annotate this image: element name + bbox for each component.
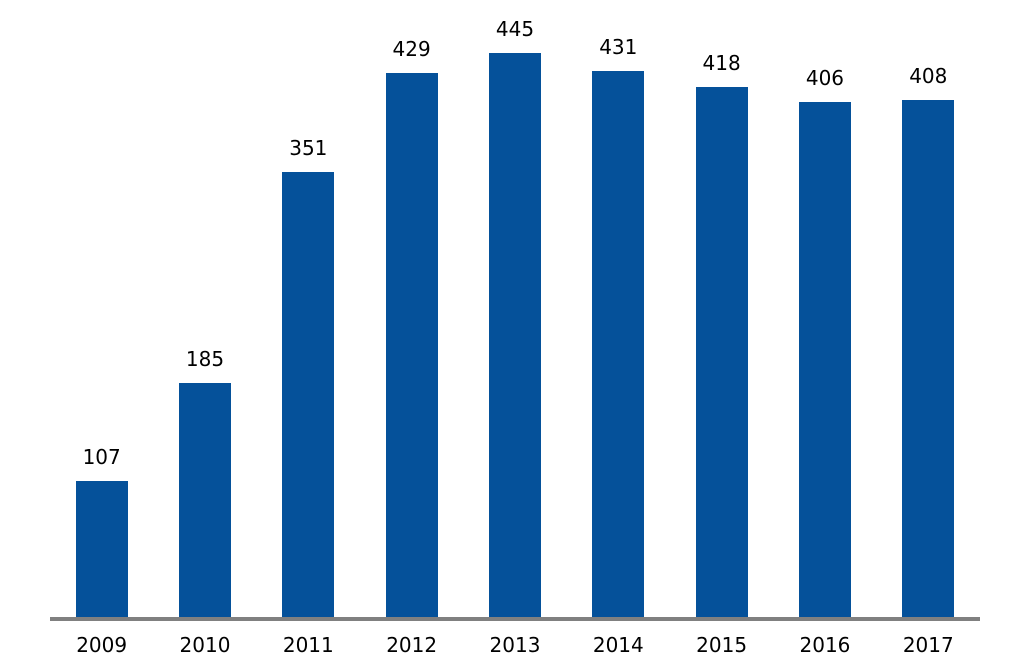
- bar: [798, 102, 851, 617]
- bar: [902, 99, 955, 617]
- bar: [488, 53, 541, 617]
- bar: [385, 73, 438, 617]
- bar-value-label: 406: [805, 66, 845, 91]
- bar-value-label: 185: [185, 346, 225, 371]
- x-axis-tick-label: 2012: [386, 633, 438, 657]
- plot-area: 107 185 351 429 445 431 418 406 408: [50, 0, 980, 617]
- bar: [178, 382, 231, 617]
- x-axis-tick-label: 2013: [489, 633, 541, 657]
- x-axis-tick-label: 2015: [696, 633, 748, 657]
- bar: [592, 70, 645, 617]
- bar: [75, 481, 128, 617]
- bar-column: 406: [773, 0, 876, 617]
- bar-value-label: 431: [599, 34, 638, 59]
- x-axis-labels: 2009 2010 2011 2012 2013 2014 2015 2016 2017: [50, 635, 980, 655]
- x-axis-tick-label: 2014: [592, 633, 644, 657]
- bar-column: 351: [257, 0, 360, 617]
- bar-value-label: 445: [495, 17, 535, 41]
- bar-column: 418: [670, 0, 773, 617]
- x-axis-tick-label: 2009: [76, 633, 128, 657]
- bar-column: 107: [50, 0, 153, 617]
- bar-value-label: 107: [82, 445, 121, 470]
- x-axis-tick-label: 2010: [179, 633, 231, 657]
- x-axis-tick-label: 2016: [799, 633, 851, 657]
- x-axis-tick-label: 2017: [902, 633, 954, 657]
- bar-column: 408: [877, 0, 980, 617]
- bar-column: 185: [153, 0, 256, 617]
- bar-column: 429: [360, 0, 463, 617]
- bar-value-label: 429: [392, 37, 431, 62]
- x-axis-tick-label: 2011: [282, 633, 334, 657]
- bar-column: 445: [463, 0, 566, 617]
- x-axis-line: [50, 617, 980, 621]
- bar-value-label: 408: [909, 63, 948, 88]
- bar-value-label: 351: [289, 136, 328, 161]
- bar-column: 431: [567, 0, 670, 617]
- bar-value-label: 418: [702, 51, 741, 76]
- bar: [695, 87, 748, 617]
- bar: [282, 172, 335, 617]
